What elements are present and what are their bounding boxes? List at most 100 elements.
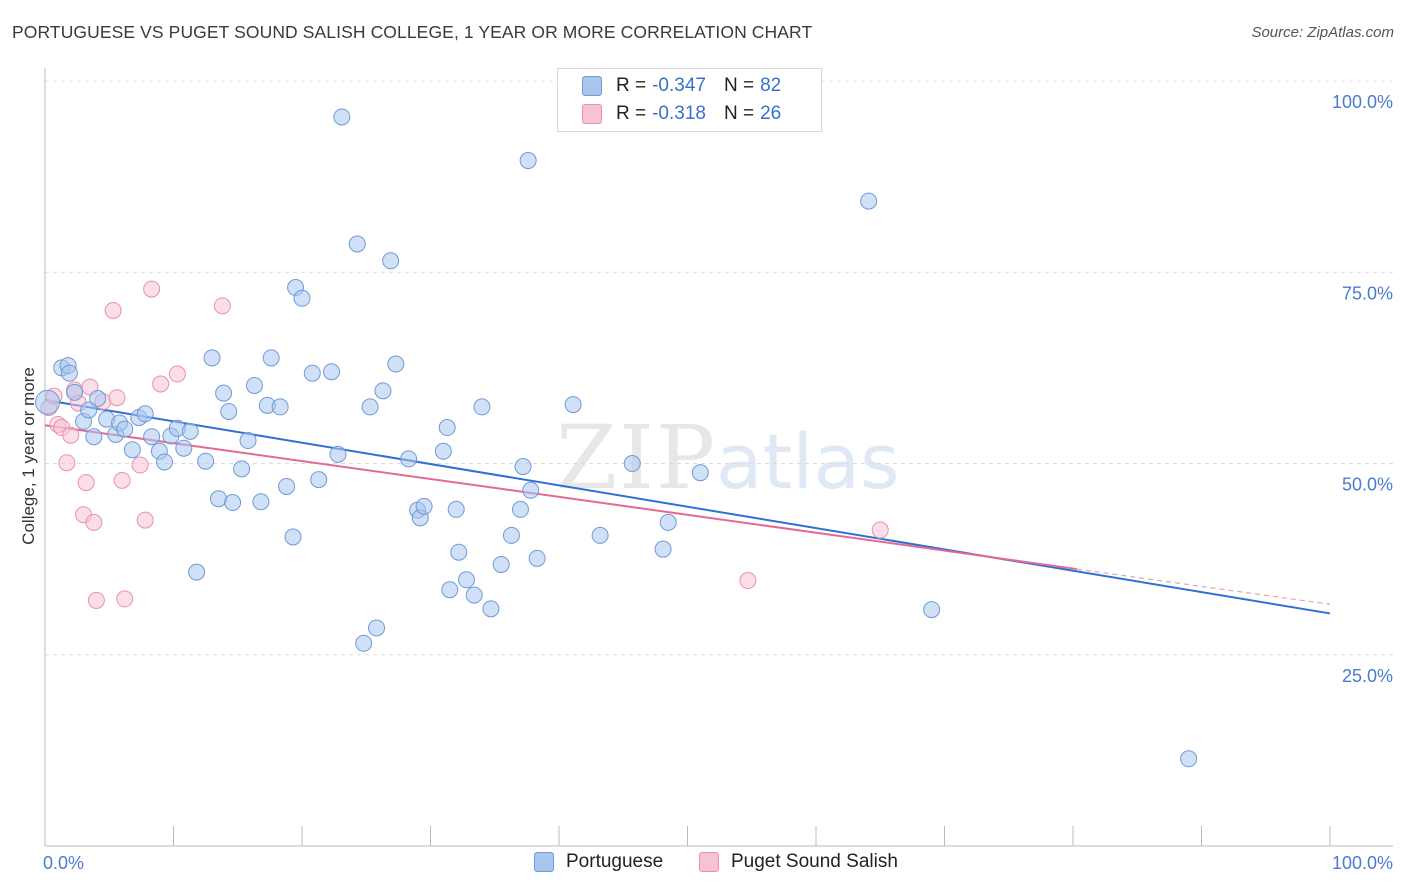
series-label-puget-sound-salish: Puget Sound Salish <box>731 851 898 872</box>
point-portuguese <box>387 355 405 373</box>
data-points <box>35 108 1198 768</box>
point-portuguese <box>415 497 433 515</box>
trend-line-portuguese <box>44 399 1331 615</box>
point-portuguese <box>522 481 540 499</box>
legend-n-value: 26 <box>760 103 782 124</box>
point-portuguese <box>333 108 351 126</box>
point-portuguese <box>136 405 154 423</box>
point-puget-sound-salish <box>104 302 122 319</box>
point-portuguese <box>691 464 709 482</box>
point-portuguese <box>374 382 392 400</box>
point-portuguese <box>215 384 233 402</box>
point-portuguese <box>528 549 546 567</box>
point-puget-sound-salish <box>168 365 186 383</box>
series-legend-puget-sound-salish[interactable]: Puget Sound Salish <box>699 851 898 873</box>
point-portuguese <box>116 420 134 438</box>
y-tick-label: 50.0% <box>1342 475 1393 495</box>
point-portuguese <box>441 581 459 599</box>
point-puget-sound-salish <box>85 513 103 531</box>
point-portuguese <box>123 441 141 459</box>
point-puget-sound-salish <box>131 456 149 474</box>
point-portuguese <box>502 526 520 544</box>
point-portuguese <box>303 364 321 382</box>
point-portuguese <box>511 500 529 518</box>
point-portuguese <box>438 419 456 437</box>
axes <box>44 68 1393 847</box>
point-portuguese <box>262 349 280 367</box>
legend-n-label: N = <box>723 103 755 124</box>
y-axis-label: College, 1 year or more <box>19 367 38 545</box>
point-portuguese <box>654 540 672 558</box>
x-tick-label: 100.0% <box>1332 853 1393 873</box>
point-portuguese <box>293 289 311 307</box>
point-portuguese <box>482 600 500 618</box>
point-portuguese <box>181 422 199 440</box>
point-portuguese <box>80 401 98 419</box>
point-portuguese <box>60 364 78 382</box>
point-puget-sound-salish <box>739 572 757 590</box>
point-portuguese <box>457 571 475 589</box>
point-portuguese <box>89 389 107 407</box>
point-portuguese <box>564 396 582 414</box>
legend-row-portuguese: R = -0.347 N = 82 <box>582 73 781 99</box>
point-portuguese <box>659 513 677 531</box>
point-portuguese <box>245 376 263 394</box>
point-portuguese <box>492 555 510 573</box>
source-label: Source: ZipAtlas.com <box>1251 24 1394 41</box>
point-portuguese <box>623 455 641 472</box>
point-puget-sound-salish <box>116 590 134 608</box>
y-tick-label: 100.0% <box>1332 92 1393 112</box>
point-portuguese <box>519 152 537 170</box>
point-portuguese <box>203 349 221 367</box>
legend-r-value: -0.347 <box>652 75 706 96</box>
point-portuguese <box>85 428 103 446</box>
y-tick-label: 75.0% <box>1342 283 1393 303</box>
series-legend-portuguese[interactable]: Portuguese <box>534 851 663 873</box>
point-puget-sound-salish <box>108 389 126 407</box>
series-legend: Portuguese Puget Sound Salish <box>0 851 1406 877</box>
trend-line-extension <box>1076 568 1331 605</box>
series-label-portuguese: Portuguese <box>566 851 664 872</box>
point-portuguese <box>188 563 206 581</box>
point-puget-sound-salish <box>136 511 154 529</box>
point-portuguese <box>514 458 532 476</box>
point-puget-sound-salish <box>113 471 131 489</box>
legend-n-label: N = <box>723 75 755 96</box>
point-portuguese <box>329 445 347 463</box>
point-portuguese <box>450 543 468 561</box>
point-portuguese <box>224 494 242 512</box>
point-puget-sound-salish <box>143 280 161 298</box>
point-portuguese <box>355 634 373 652</box>
y-tick-labels: 25.0% 50.0% 75.0% 100.0% <box>1332 92 1393 686</box>
point-portuguese <box>252 493 270 511</box>
point-portuguese <box>382 252 400 270</box>
point-portuguese <box>239 432 257 450</box>
point-portuguese <box>310 471 328 489</box>
gridlines <box>45 80 1393 656</box>
point-portuguese <box>323 363 341 381</box>
legend-swatch-portuguese <box>582 76 602 96</box>
watermark: ZIP atlas <box>556 406 900 509</box>
y-tick-label: 25.0% <box>1342 666 1393 686</box>
point-portuguese <box>465 586 483 604</box>
point-puget-sound-salish <box>213 297 231 315</box>
point-portuguese <box>361 398 379 416</box>
point-puget-sound-salish <box>58 454 76 472</box>
point-portuguese <box>220 402 238 420</box>
point-portuguese <box>143 428 161 446</box>
point-portuguese <box>197 452 215 470</box>
series-swatch-puget-sound-salish <box>699 852 719 872</box>
point-puget-sound-salish <box>152 375 170 393</box>
point-portuguese <box>860 192 878 210</box>
x-tick-label: 0.0% <box>43 853 84 873</box>
point-portuguese <box>175 439 193 457</box>
point-portuguese <box>209 490 227 508</box>
point-portuguese <box>284 528 302 546</box>
point-portuguese <box>447 500 465 518</box>
legend-swatch-puget-sound-salish <box>582 104 602 124</box>
point-puget-sound-salish <box>87 591 105 609</box>
point-portuguese <box>35 389 61 415</box>
point-portuguese <box>66 383 84 401</box>
point-portuguese <box>473 398 491 416</box>
